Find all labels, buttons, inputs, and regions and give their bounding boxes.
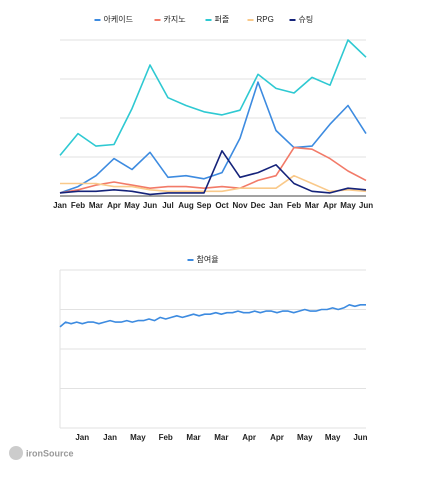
x-tick-label: Nov	[232, 201, 248, 210]
x-tick-label: Jun	[353, 433, 367, 442]
legend-label: 아케이드	[104, 14, 133, 24]
x-tick-label: May	[297, 433, 313, 442]
x-tick-label: Mar	[186, 433, 200, 442]
legend-label: 참여율	[197, 254, 219, 264]
series-line	[60, 174, 367, 193]
x-tick-label: Sep	[197, 201, 212, 210]
watermark-icon	[9, 446, 23, 460]
x-tick-label: Apr	[242, 433, 256, 442]
x-tick-label: Feb	[71, 201, 85, 210]
x-tick-label: Jan	[75, 433, 89, 442]
x-tick-label: Apr	[270, 433, 284, 442]
x-tick-label: May	[124, 201, 140, 210]
x-tick-label: Jun	[359, 201, 373, 210]
series-line	[59, 39, 367, 156]
legend-label: 퍼즐	[215, 15, 230, 24]
x-tick-label: Apr	[323, 201, 337, 210]
legend-label: RPG	[257, 15, 274, 24]
x-tick-label: Jun	[143, 201, 157, 210]
series-line	[59, 303, 366, 328]
x-tick-label: Jan	[103, 433, 117, 442]
x-tick-label: May	[130, 433, 146, 442]
x-tick-label: Mar	[305, 201, 319, 210]
x-tick-label: Oct	[215, 201, 229, 210]
series-line	[59, 146, 367, 194]
x-tick-label: Jul	[162, 201, 174, 210]
x-tick-label: Aug	[178, 201, 194, 210]
x-tick-label: Feb	[159, 433, 173, 442]
watermark: ironSource	[26, 448, 74, 458]
x-tick-label: Mar	[89, 201, 103, 210]
x-tick-label: Dec	[251, 201, 266, 210]
legend-label: 슈팅	[299, 14, 314, 24]
series-line	[59, 81, 367, 194]
x-tick-label: Feb	[287, 201, 301, 210]
x-tick-label: Mar	[214, 433, 228, 442]
x-tick-label: May	[325, 433, 341, 442]
series-line	[59, 150, 367, 196]
x-tick-label: May	[340, 201, 356, 210]
x-tick-label: Jan	[269, 201, 283, 210]
x-tick-label: Apr	[107, 201, 121, 210]
x-tick-label: Jan	[53, 201, 67, 210]
legend-label: 카지노	[164, 15, 186, 24]
